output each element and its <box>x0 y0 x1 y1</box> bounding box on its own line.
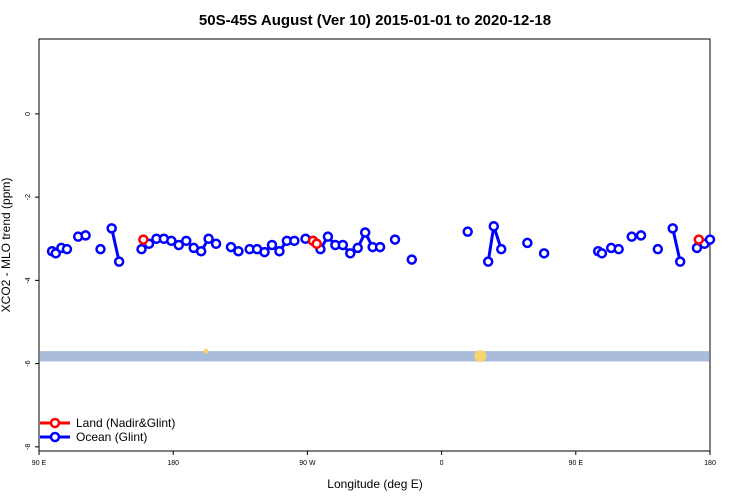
y-tick-label: -2 <box>25 194 32 200</box>
data-point <box>596 248 608 259</box>
data-point <box>180 235 192 247</box>
data-point <box>289 235 300 247</box>
data-point <box>113 256 125 267</box>
land-band <box>40 351 709 362</box>
legend: Land (Nadir&Glint) Ocean (Glint) <box>40 416 175 444</box>
data-point <box>266 239 278 251</box>
data-point <box>233 245 244 257</box>
data-point <box>522 237 533 249</box>
legend-land-marker <box>49 417 61 429</box>
data-point <box>80 230 91 241</box>
y-axis-label: XCO2 - MLO trend (ppm) <box>0 178 13 313</box>
x-tick-label: 180 <box>704 460 716 467</box>
data-point <box>337 239 349 251</box>
data-point <box>674 256 686 267</box>
data-point <box>538 248 550 259</box>
series-line <box>671 228 682 262</box>
x-tick-label: 90 E <box>569 460 584 467</box>
legend-land-label: Land (Nadir&Glint) <box>76 416 175 430</box>
plot-frame <box>38 38 711 452</box>
x-tick-label: 180 <box>167 460 179 467</box>
data-point <box>274 245 285 257</box>
data-point <box>166 235 177 247</box>
data-point <box>210 238 222 250</box>
data-point <box>195 245 207 257</box>
data-point <box>635 230 647 241</box>
series-ocean-glint- <box>46 221 716 267</box>
land-band-layer <box>40 348 709 363</box>
y-tick-label: -4 <box>25 277 32 283</box>
x-axis: 90 E 180 90 W 0 90 E 180 <box>32 451 716 467</box>
data-point <box>374 241 386 253</box>
y-tick-label: 0 <box>25 112 32 116</box>
data-point <box>389 234 401 245</box>
series-line <box>486 225 503 262</box>
data-point <box>359 227 371 238</box>
data-point <box>345 248 356 259</box>
data-point <box>225 241 237 253</box>
land-mark <box>203 348 209 354</box>
x-axis-label: Longitude (deg E) <box>327 477 422 491</box>
data-point <box>173 239 185 251</box>
data-point <box>136 243 147 255</box>
data-point <box>138 234 149 245</box>
y-tick-label: -8 <box>25 444 32 450</box>
y-tick-label: -6 <box>25 360 32 366</box>
data-point <box>626 231 637 242</box>
data-point <box>406 254 418 265</box>
data-point <box>704 234 716 245</box>
data-point <box>259 246 270 258</box>
data-point <box>613 243 624 255</box>
data-point <box>462 226 473 237</box>
x-tick-label: 0 <box>440 460 444 467</box>
data-point <box>311 238 322 250</box>
data-point <box>106 223 117 234</box>
data-point <box>693 234 705 245</box>
series-line <box>110 228 121 262</box>
x-tick-label: 90 E <box>32 460 47 467</box>
series-land-nadir-glint- <box>138 234 705 250</box>
data-point <box>652 243 664 255</box>
chart-title: 50S-45S August (Ver 10) 2015-01-01 to 20… <box>199 12 551 29</box>
series-layer <box>46 221 716 267</box>
data-point <box>482 256 494 267</box>
data-point <box>495 243 507 255</box>
data-point <box>95 243 106 255</box>
legend-ocean-label: Ocean (Glint) <box>76 430 147 444</box>
land-mark <box>474 350 487 363</box>
legend-ocean-marker <box>49 431 61 443</box>
data-point <box>322 231 334 242</box>
data-point <box>203 233 214 245</box>
data-point <box>488 221 500 232</box>
y-axis: 0 -2 -4 -6 -8 <box>25 112 39 450</box>
data-point <box>61 243 73 255</box>
data-point <box>667 223 678 234</box>
data-point <box>352 242 363 254</box>
x-tick-label: 90 W <box>299 460 316 467</box>
